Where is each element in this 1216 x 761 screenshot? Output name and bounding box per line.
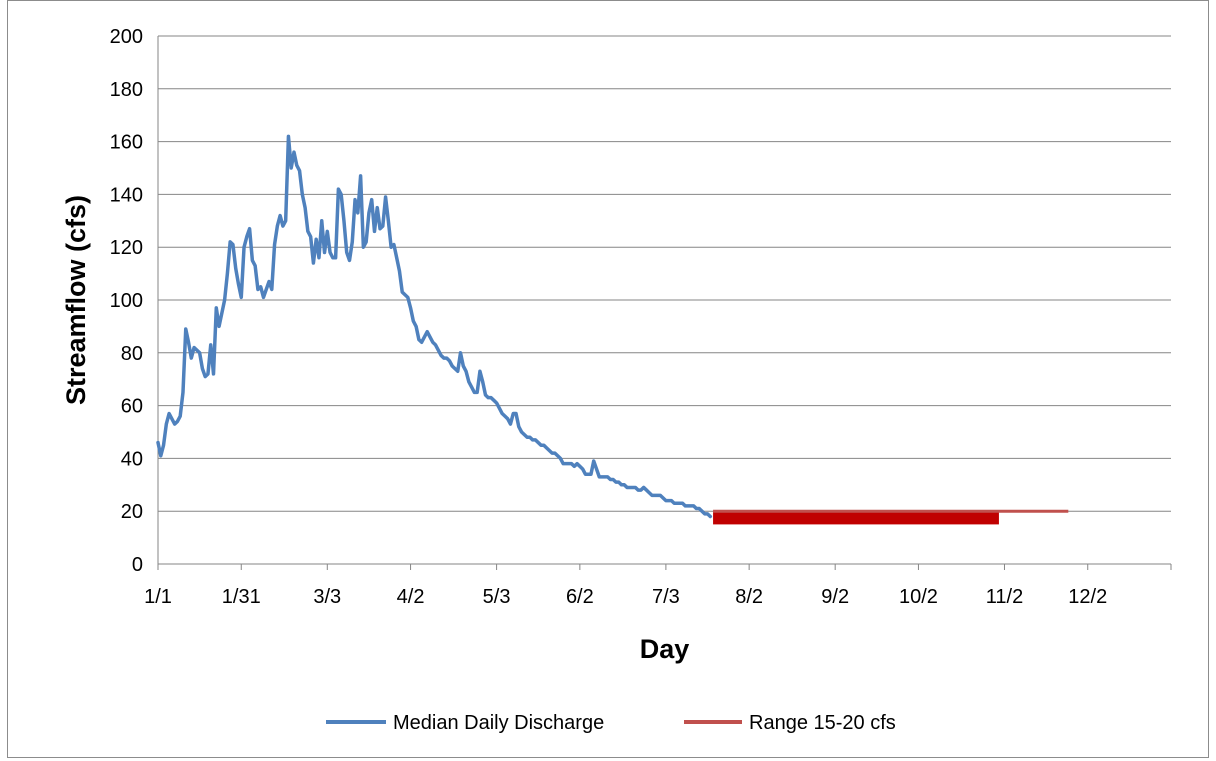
y-tick-label: 140 [110,184,143,206]
x-tick-label: 6/2 [566,586,594,608]
x-tick-label: 1/1 [144,586,172,608]
y-tick-label: 160 [110,132,143,154]
y-axis-title: Streamflow (cfs) [61,195,91,405]
series-lines [156,134,1069,519]
y-tick-label: 40 [121,448,143,470]
gridlines [158,35,1171,512]
x-tick-labels: 1/1 1/31 3/3 4/2 5/3 6/2 7/3 8/2 9/2 10/2 11/2 12/2 [144,564,1172,608]
x-tick-label: 3/3 [313,586,341,608]
streamflow-chart: 0 20 40 60 80 100 120 140 160 180 200 1/1 1/31 3/3 4/… [61,26,1172,734]
x-tick-label: 8/2 [735,586,763,608]
x-tick-label: 4/2 [397,586,425,608]
y-tick-label: 20 [121,501,143,523]
x-tick-label: 7/3 [652,586,680,608]
y-tick-label: 180 [110,79,143,101]
legend-label-median: Median Daily Discharge [393,712,604,734]
range-band-rect [713,511,999,525]
legend-label-range: Range 15-20 cfs [749,712,896,734]
x-tick-label: 10/2 [899,586,938,608]
x-tick-label: 12/2 [1068,586,1107,608]
y-tick-labels: 0 20 40 60 80 100 120 140 160 180 200 [110,26,143,576]
y-tick-label: 120 [110,237,143,259]
chart-frame: 0 20 40 60 80 100 120 140 160 180 200 1/1 1/31 3/3 4/… [7,0,1209,758]
x-tick-label: 11/2 [986,586,1023,608]
y-tick-label: 200 [110,26,143,48]
legend: Median Daily Discharge Range 15-20 cfs [326,712,896,734]
x-tick-label: 9/2 [821,586,849,608]
x-axis-title: Day [640,634,690,664]
x-tick-label: 5/3 [483,586,511,608]
range-band [713,511,999,525]
y-tick-label: 60 [121,396,143,418]
y-tick-label: 80 [121,343,143,365]
y-tick-label: 100 [110,290,143,312]
x-tick-label: 1/31 [222,586,261,608]
y-tick-label: 0 [132,554,143,576]
median-discharge-line [156,134,713,519]
